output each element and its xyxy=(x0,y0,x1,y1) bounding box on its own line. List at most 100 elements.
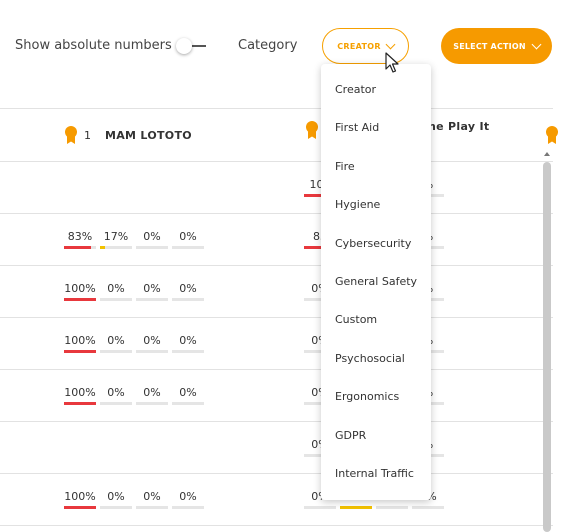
progress-bar xyxy=(136,246,168,249)
cell-value: 0% xyxy=(143,230,161,243)
column-name: MAM LOTOTO xyxy=(105,128,192,142)
progress-bar xyxy=(304,454,336,457)
progress-bar xyxy=(304,298,336,301)
table-cell: 0% xyxy=(172,229,204,249)
table-cell: 0% xyxy=(172,489,204,509)
progress-bar xyxy=(304,350,336,353)
category-dropdown-button[interactable]: CREATOR xyxy=(322,28,409,64)
progress-bar xyxy=(172,298,204,301)
dropdown-item-gdpr[interactable]: GDPR xyxy=(335,428,367,442)
progress-fill xyxy=(340,506,372,509)
table-cell: 0% xyxy=(172,333,204,353)
cell-value: 0% xyxy=(179,230,197,243)
table-cell: 100% xyxy=(64,281,96,301)
toggle-knob xyxy=(176,38,192,54)
progress-bar xyxy=(100,506,132,509)
cell-value: 100% xyxy=(64,334,96,347)
dropdown-item-hygiene[interactable]: Hygiene xyxy=(335,198,381,212)
table-cell: 0% xyxy=(136,229,168,249)
medal-icon xyxy=(545,125,559,145)
select-action-label: SELECT ACTION xyxy=(453,41,526,51)
progress-bar xyxy=(172,350,204,353)
category-selected-value: CREATOR xyxy=(337,41,381,51)
mouse-pointer-icon xyxy=(385,52,399,73)
chevron-down-icon xyxy=(385,39,396,49)
column-name: he Play It xyxy=(428,120,490,133)
progress-bar xyxy=(304,246,336,249)
progress-fill xyxy=(64,298,96,301)
progress-fill xyxy=(304,246,331,249)
progress-fill xyxy=(64,402,96,405)
medal-icon xyxy=(305,120,319,140)
progress-bar xyxy=(100,298,132,301)
progress-bar xyxy=(172,246,204,249)
row-divider xyxy=(0,421,553,422)
dropdown-item-custom[interactable]: Custom xyxy=(335,313,378,327)
cell-value: 100% xyxy=(64,490,96,503)
dropdown-item-fire[interactable]: Fire xyxy=(335,159,355,173)
category-label: Category xyxy=(238,38,298,53)
dropdown-item-ergonomics[interactable]: Ergonomics xyxy=(335,390,400,404)
progress-bar xyxy=(304,402,336,405)
table-cell: 0% xyxy=(100,489,132,509)
dropdown-item-psychosocial[interactable]: Psychosocial xyxy=(335,351,405,365)
table-cell: 17% xyxy=(100,229,132,249)
progress-fill xyxy=(100,246,105,249)
dropdown-item-creator[interactable]: Creator xyxy=(335,83,377,96)
progress-fill xyxy=(64,506,96,509)
column-rank: 1 xyxy=(84,128,91,142)
dropdown-item-cybersecurity[interactable]: Cybersecurity xyxy=(335,236,412,250)
cell-value: 0% xyxy=(143,490,161,503)
table-cell: 100% xyxy=(64,333,96,353)
dropdown-item-internal-traffic[interactable]: Internal Traffic xyxy=(335,467,414,480)
dropdown-item-general-safety[interactable]: General Safety xyxy=(335,275,418,288)
medal-icon xyxy=(64,125,78,145)
table-cell: 0% xyxy=(100,385,132,405)
cell-value: 0% xyxy=(179,386,197,399)
progress-bar xyxy=(64,506,96,509)
cell-value: 0% xyxy=(143,334,161,347)
cell-value: 0% xyxy=(179,334,197,347)
cell-value: 100% xyxy=(64,386,96,399)
row-divider xyxy=(0,369,553,370)
column-header-mam-lototo[interactable]: 1 MAM LOTOTO xyxy=(64,125,192,145)
progress-bar xyxy=(100,402,132,405)
cell-value: 0% xyxy=(179,490,197,503)
table-cell: 100% xyxy=(64,489,96,509)
progress-bar xyxy=(412,506,444,509)
progress-bar xyxy=(136,350,168,353)
column-header-play-it[interactable] xyxy=(305,120,319,140)
table-cell: 0% xyxy=(172,281,204,301)
progress-bar xyxy=(64,350,96,353)
dropdown-item-first-aid[interactable]: First Aid xyxy=(335,121,380,135)
progress-bar xyxy=(136,298,168,301)
table-cell: 0% xyxy=(100,281,132,301)
progress-bar xyxy=(64,402,96,405)
table-cell: 0% xyxy=(136,385,168,405)
table-cell: 0% xyxy=(136,489,168,509)
cell-value: 0% xyxy=(107,282,125,295)
progress-bar xyxy=(136,506,168,509)
vertical-scrollbar[interactable] xyxy=(543,162,551,532)
cell-value: 0% xyxy=(143,386,161,399)
table-cell: 100% xyxy=(64,385,96,405)
table-cell: 0% xyxy=(100,333,132,353)
progress-bar xyxy=(100,246,132,249)
cell-value: 83% xyxy=(67,230,93,243)
absolute-numbers-toggle[interactable] xyxy=(174,38,208,54)
progress-bar xyxy=(172,402,204,405)
scroll-up-icon[interactable] xyxy=(543,150,551,158)
results-table: 1 MAM LOTOTO he Play It 100%83%17%0%0%83… xyxy=(0,108,558,532)
table-cell: 0% xyxy=(172,385,204,405)
row-divider xyxy=(0,317,553,318)
cell-value: 0% xyxy=(107,490,125,503)
progress-fill xyxy=(64,350,96,353)
column-header-next[interactable] xyxy=(545,125,559,145)
cell-value: 100% xyxy=(64,282,96,295)
progress-bar xyxy=(340,506,372,509)
row-divider xyxy=(0,161,553,162)
progress-bar xyxy=(136,402,168,405)
select-action-button[interactable]: SELECT ACTION xyxy=(441,28,552,64)
progress-bar xyxy=(64,246,96,249)
progress-bar xyxy=(304,506,336,509)
